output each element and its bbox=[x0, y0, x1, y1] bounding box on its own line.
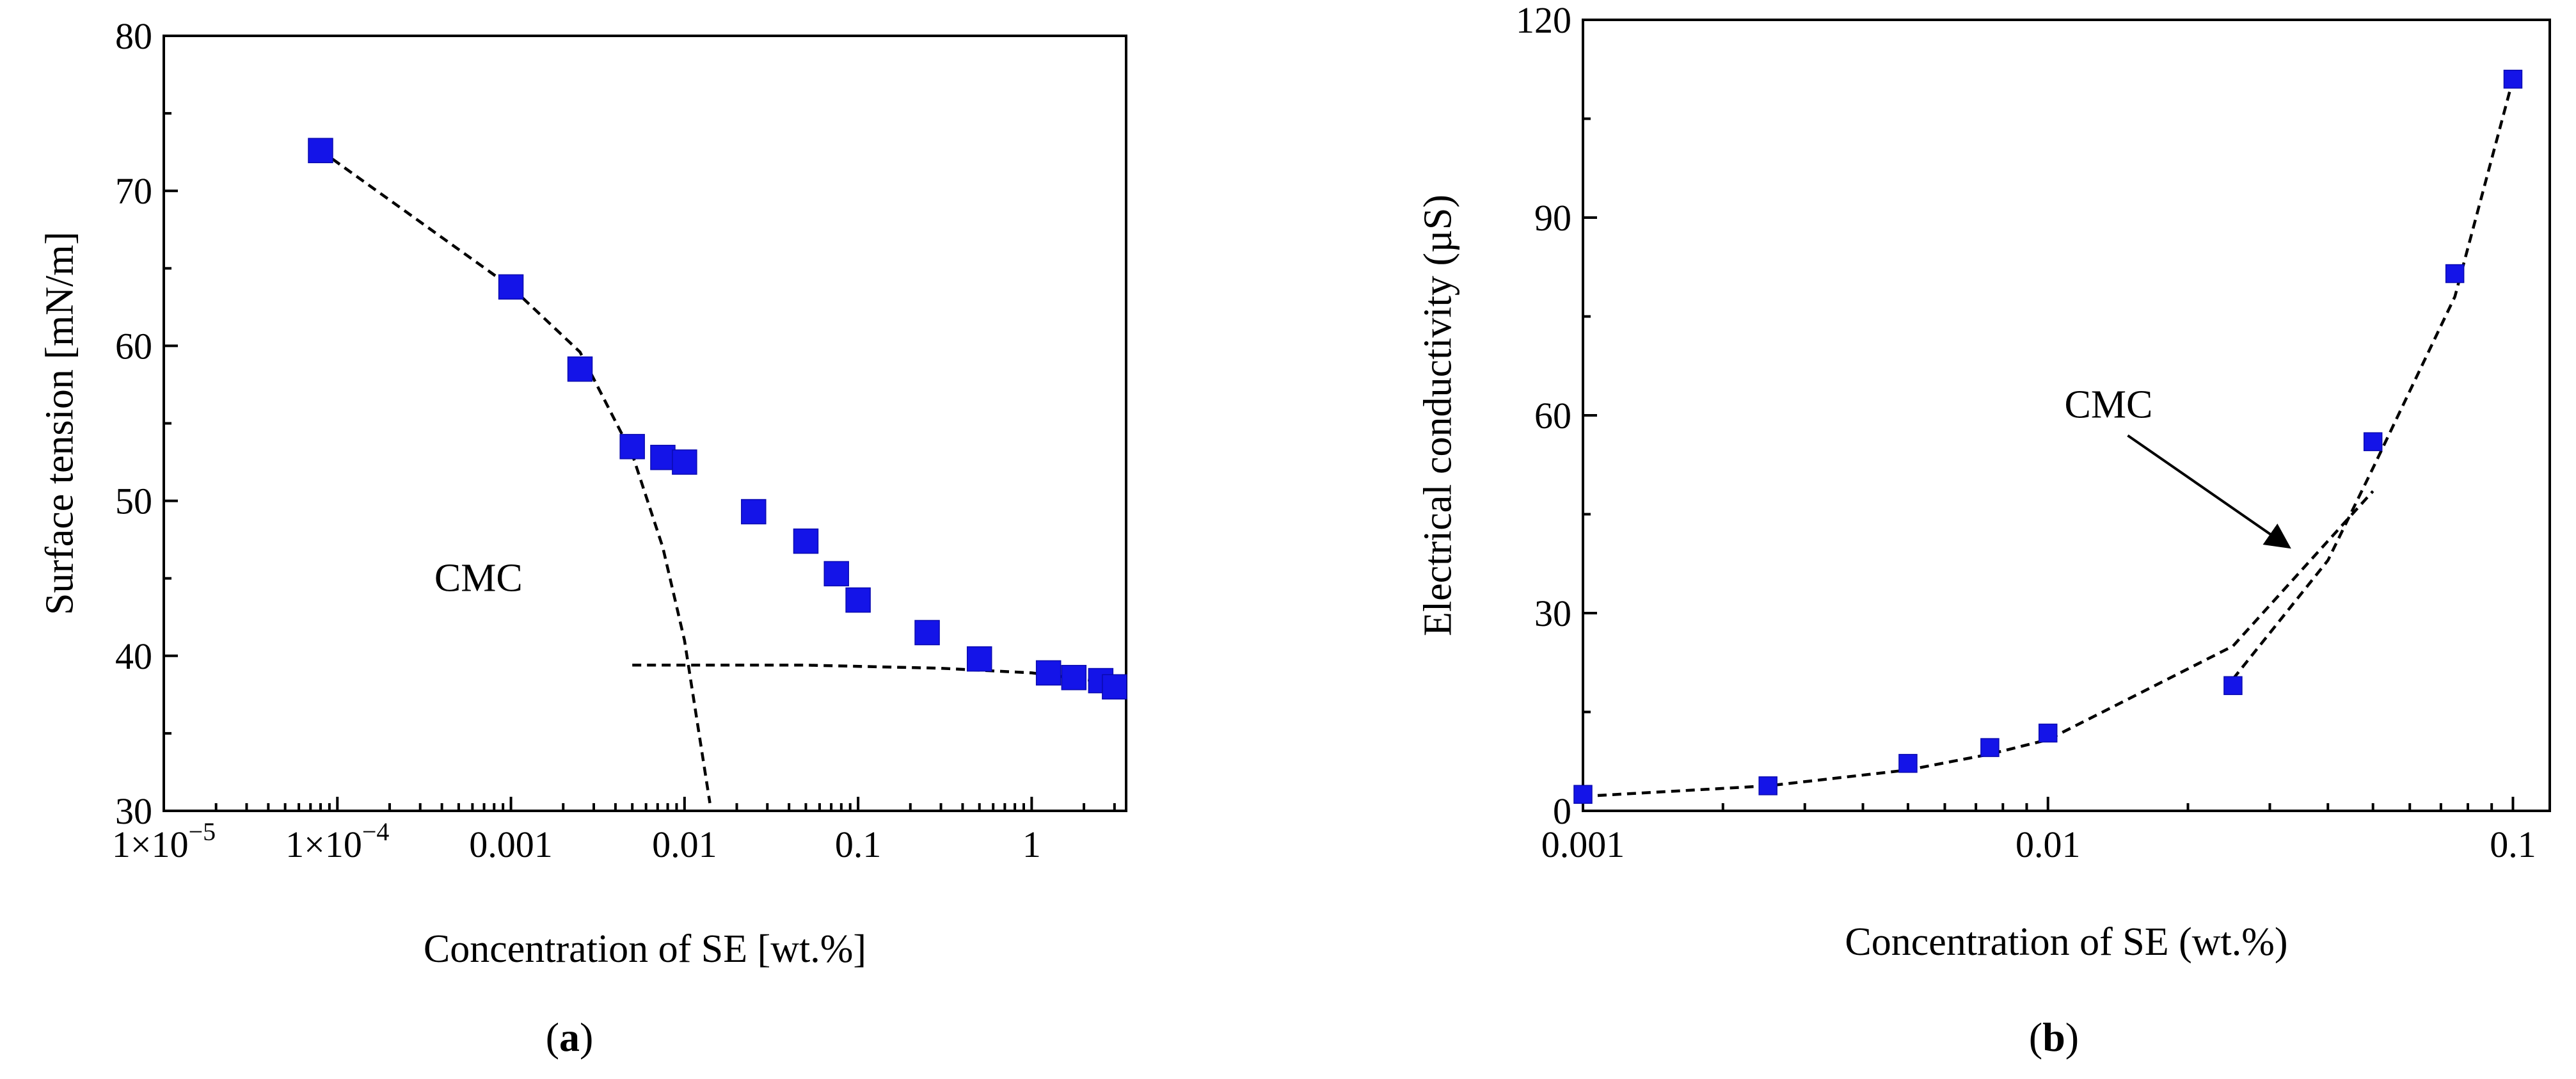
panel-a-caption: (a) bbox=[546, 1014, 594, 1060]
x-tick-label: 0.1 bbox=[2490, 824, 2536, 865]
y-tick-label: 50 bbox=[115, 481, 152, 522]
data-point bbox=[1061, 664, 1087, 691]
fit-line bbox=[2232, 79, 2515, 680]
data-point bbox=[1573, 785, 1593, 804]
data-point bbox=[966, 646, 992, 672]
x-tick-label-main: 0.1 bbox=[835, 824, 882, 865]
data-point bbox=[567, 356, 593, 382]
x-tick-label-main: 0.01 bbox=[652, 824, 717, 865]
x-tick-label-exponent: −5 bbox=[189, 817, 216, 846]
x-tick-label-main: 0.001 bbox=[469, 824, 553, 865]
x-tick-label: 0.01 bbox=[652, 824, 717, 865]
data-point bbox=[1035, 660, 1061, 686]
panel-b-caption-open: ( bbox=[2029, 1014, 2042, 1060]
x-tick-label: 0.01 bbox=[2015, 824, 2081, 865]
panel-a-x-ticks: 1×10−5 1×10−4 0.001 0.01 0.1 1 bbox=[112, 797, 1116, 865]
x-tick-label-main: 0.001 bbox=[1541, 824, 1625, 865]
panel-a-x-axis-label: Concentration of SE [wt.%] bbox=[424, 927, 866, 971]
x-tick-label: 0.001 bbox=[469, 824, 553, 865]
y-tick-label: 120 bbox=[1516, 0, 1571, 41]
panel-b-caption-close: ) bbox=[2065, 1014, 2079, 1060]
data-point bbox=[2503, 69, 2523, 89]
y-tick-label: 80 bbox=[115, 15, 152, 57]
panel-a-caption-close: ) bbox=[580, 1014, 593, 1060]
data-point bbox=[2038, 723, 2058, 743]
data-point bbox=[914, 619, 940, 646]
panel-b-x-axis-label: Concentration of SE (wt.%) bbox=[1845, 920, 2287, 964]
panel-b-caption-letter: b bbox=[2042, 1014, 2065, 1060]
x-tick-label-main: 1 bbox=[1022, 824, 1041, 865]
data-point bbox=[1980, 738, 2000, 757]
panel-b-caption: (b) bbox=[2029, 1014, 2079, 1060]
cmc-annotation: CMC bbox=[434, 556, 523, 600]
x-tick-label-main: 0.1 bbox=[2490, 824, 2536, 865]
data-point bbox=[650, 445, 676, 470]
panel-a-y-ticks: 30 40 50 60 70 80 bbox=[115, 15, 178, 832]
panel-a-caption-open: ( bbox=[546, 1014, 559, 1060]
y-tick-label: 30 bbox=[1534, 593, 1571, 634]
y-tick-label: 60 bbox=[115, 325, 152, 367]
y-tick-label: 70 bbox=[115, 170, 152, 212]
data-point bbox=[1898, 754, 1918, 773]
x-tick-label-exponent: −4 bbox=[362, 817, 390, 846]
y-tick-label: 30 bbox=[115, 790, 152, 832]
panel-b-y-ticks: 0 30 60 90 120 bbox=[1516, 0, 1597, 832]
x-tick-label-main: 1×10 bbox=[285, 824, 362, 865]
x-tick-label-main: 1×10 bbox=[112, 824, 189, 865]
panel-b-annotations: CMC bbox=[2065, 383, 2291, 549]
panel-a-annotations: CMC bbox=[434, 556, 523, 600]
panel-a-y-axis-label: Surface tension [mN/m] bbox=[38, 232, 82, 615]
data-point bbox=[1102, 674, 1127, 699]
cmc-annotation: CMC bbox=[2065, 383, 2153, 426]
data-point bbox=[2223, 676, 2243, 696]
data-point bbox=[823, 561, 849, 587]
x-tick-label: 0.1 bbox=[835, 824, 882, 865]
data-point bbox=[2363, 432, 2383, 451]
panel-b-data-points bbox=[1573, 69, 2523, 804]
data-point bbox=[672, 449, 697, 475]
panel-a-fit-lines bbox=[319, 149, 1120, 804]
x-tick-label: 1×10−4 bbox=[285, 817, 389, 865]
data-point bbox=[741, 499, 767, 525]
panel-a-caption-letter: a bbox=[559, 1014, 580, 1060]
data-point bbox=[1758, 776, 1777, 795]
y-tick-label: 90 bbox=[1534, 197, 1571, 239]
data-point bbox=[2445, 264, 2465, 284]
y-tick-label: 40 bbox=[115, 635, 152, 677]
y-tick-label: 60 bbox=[1534, 395, 1571, 436]
panel-a-data-points bbox=[308, 138, 1127, 699]
panel-b-x-ticks: 0.001 0.01 0.1 bbox=[1541, 797, 2536, 865]
x-tick-label: 1×10−5 bbox=[112, 817, 216, 865]
x-tick-label: 0.001 bbox=[1541, 824, 1625, 865]
data-point bbox=[498, 274, 524, 300]
fit-line bbox=[319, 149, 712, 804]
data-point bbox=[308, 138, 333, 163]
x-tick-label-main: 0.01 bbox=[2015, 824, 2081, 865]
data-point bbox=[845, 587, 871, 613]
cmc-arrow bbox=[2127, 434, 2291, 549]
fit-line bbox=[1582, 490, 2374, 798]
x-tick-label: 1 bbox=[1022, 824, 1041, 865]
panel-b-y-axis-label: Electrical conductivity (µS) bbox=[1417, 195, 1460, 636]
data-point bbox=[619, 434, 645, 460]
data-point bbox=[793, 528, 819, 554]
y-tick-label: 0 bbox=[1553, 790, 1571, 832]
panel-b: 0.001 0.01 0.1 0 30 60 90 120 CMC Concentratio… bbox=[1417, 0, 2551, 964]
